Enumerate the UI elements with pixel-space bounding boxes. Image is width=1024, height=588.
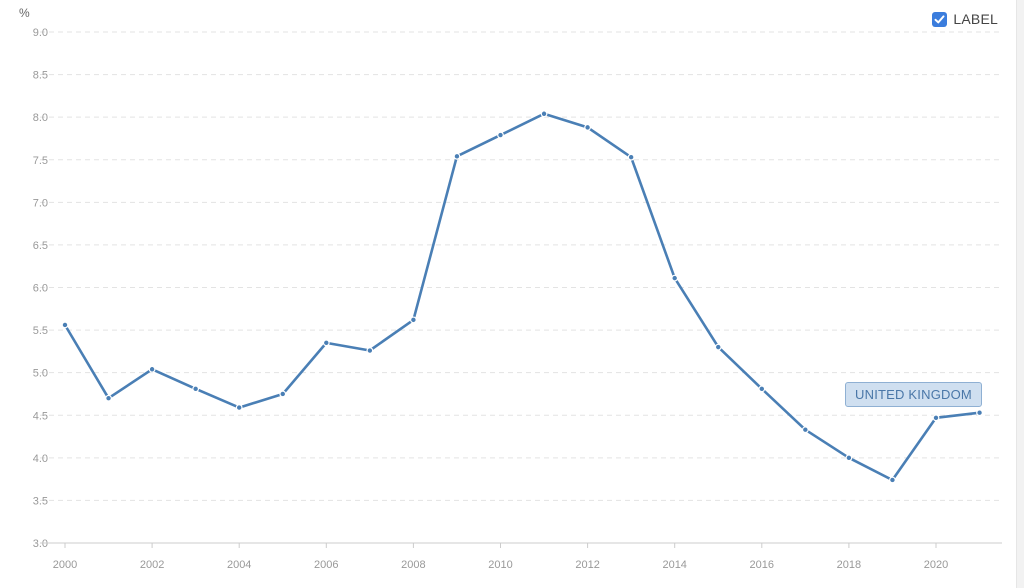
x-tick-label: 2020 [924, 559, 948, 571]
y-tick-label: 4.0 [33, 453, 48, 465]
y-tick-label: 8.0 [33, 112, 48, 124]
data-point [627, 153, 635, 161]
y-tick-label: 6.0 [33, 283, 48, 295]
x-tick-label: 2012 [575, 559, 599, 571]
x-tick-label: 2016 [750, 559, 774, 571]
label-toggle[interactable]: LABEL [932, 11, 998, 27]
y-tick-label: 3.5 [33, 495, 48, 507]
data-point [801, 426, 809, 434]
data-point [889, 476, 896, 484]
data-point [714, 343, 722, 351]
data-point [105, 394, 112, 402]
y-axis-unit-label: % [19, 6, 30, 20]
series-label-tag: UNITED KINGDOM [845, 382, 982, 407]
label-toggle-text: LABEL [953, 11, 998, 27]
data-point [61, 321, 69, 329]
y-tick-label: 7.0 [33, 197, 48, 209]
y-tick-label: 7.5 [33, 155, 48, 167]
data-point [453, 152, 461, 160]
data-point [845, 454, 853, 462]
x-tick-label: 2002 [140, 559, 164, 571]
data-point [279, 390, 287, 398]
y-tick-label: 8.5 [33, 70, 48, 82]
data-point [584, 123, 591, 131]
x-tick-label: 2000 [53, 559, 77, 571]
data-point [410, 316, 417, 324]
data-point [366, 347, 374, 354]
x-tick-label: 2008 [401, 559, 425, 571]
data-point [758, 385, 766, 393]
data-point [235, 404, 243, 411]
y-tick-label: 9.0 [33, 27, 48, 39]
data-point [148, 365, 156, 373]
data-point [540, 110, 548, 118]
series-line [63, 112, 981, 482]
y-tick-label: 4.5 [33, 410, 48, 422]
data-point [976, 409, 983, 417]
y-tick-label: 6.5 [33, 240, 48, 252]
data-point [932, 414, 940, 422]
y-tick-label: 3.0 [33, 538, 48, 550]
x-tick-label: 2014 [662, 559, 686, 571]
x-tick-label: 2004 [227, 559, 251, 571]
data-point [322, 339, 330, 347]
label-checkbox[interactable] [932, 11, 948, 27]
data-point [497, 131, 504, 139]
x-tick-label: 2018 [837, 559, 861, 571]
data-point [671, 274, 679, 282]
y-tick-label: 5.0 [33, 368, 48, 380]
x-tick-label: 2010 [488, 559, 512, 571]
x-tick-label: 2006 [314, 559, 338, 571]
y-tick-label: 5.5 [33, 325, 48, 337]
checkmark-icon [934, 14, 945, 23]
data-point [192, 385, 200, 393]
